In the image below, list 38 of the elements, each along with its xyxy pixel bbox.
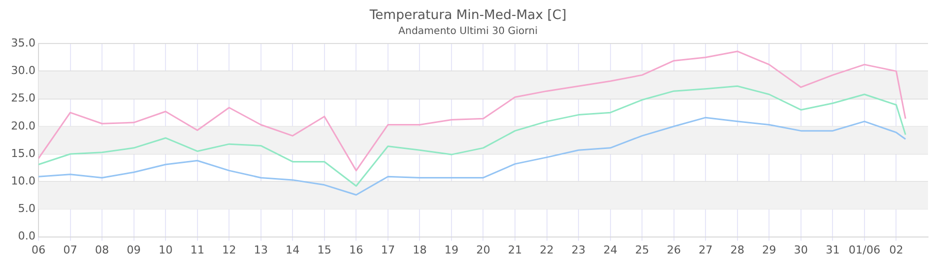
y-tick-label: 35.0 — [10, 36, 36, 50]
x-tick-label: 19 — [444, 243, 458, 256]
x-tick-label: 23 — [572, 243, 586, 256]
y-tick-label: 20.0 — [10, 119, 36, 132]
x-tick-label: 20 — [476, 243, 490, 256]
x-tick-label: 15 — [317, 243, 332, 256]
x-tick-label: 27 — [698, 243, 713, 256]
y-tick-label: 5.0 — [18, 202, 36, 216]
x-tick-label: 07 — [63, 243, 78, 256]
x-tick-label: 13 — [254, 243, 268, 256]
x-tick-label: 11 — [190, 243, 204, 256]
x-tick-label: 29 — [762, 243, 776, 256]
y-tick-label: 0.0 — [18, 230, 36, 243]
x-tick-label: 28 — [730, 243, 744, 256]
x-tick-label: 24 — [603, 243, 618, 256]
y-tick-label: 30.0 — [10, 64, 36, 78]
x-tick-label: 17 — [380, 243, 395, 256]
x-tick-label: 02 — [889, 243, 904, 256]
x-tick-label: 10 — [158, 243, 173, 256]
x-tick-label: 30 — [794, 243, 808, 256]
x-tick-label: 08 — [95, 243, 110, 256]
x-tick-label: 12 — [222, 243, 236, 256]
x-tick-label: 31 — [826, 243, 840, 256]
y-tick-label: 15.0 — [10, 146, 36, 160]
x-tick-label: 16 — [349, 243, 364, 256]
x-tick-label: 21 — [508, 243, 522, 256]
chart-title: Temperatura Min-Med-Max [C] — [368, 8, 566, 24]
x-tick-label: 01/06 — [848, 243, 880, 256]
x-tick-label: 18 — [412, 243, 427, 256]
x-tick-label: 22 — [540, 243, 554, 256]
y-tick-label: 25.0 — [10, 92, 36, 105]
chart-subtitle: Andamento Ultimi 30 Giorni — [398, 26, 538, 38]
x-tick-label: 26 — [666, 243, 681, 256]
x-tick-label: 09 — [126, 243, 141, 256]
y-tick-label: 10.0 — [10, 174, 36, 188]
x-tick-label: 25 — [635, 243, 650, 256]
x-tick-label: 14 — [286, 243, 300, 256]
x-tick-label: 06 — [31, 243, 46, 256]
